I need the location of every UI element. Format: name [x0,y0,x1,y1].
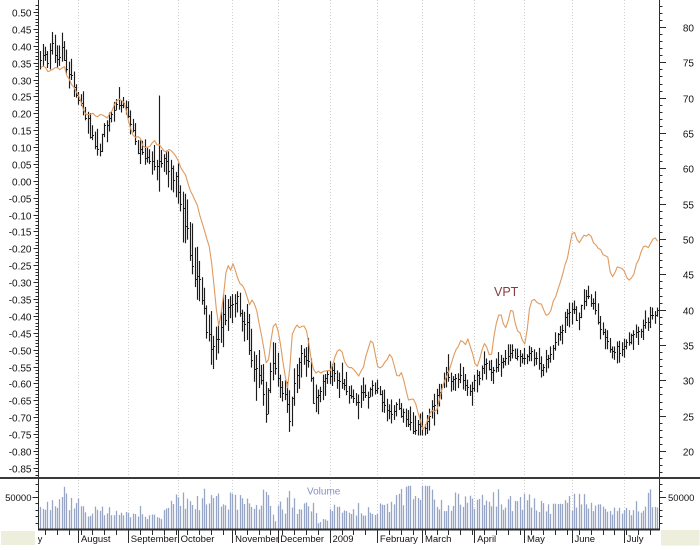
left-axis-label: -0.85 [9,465,32,476]
left-axis-label: -0.50 [9,347,32,358]
left-axis-label: 0.10 [12,144,32,155]
month-label: February [380,534,418,545]
left-axis-label: 0.35 [12,60,32,71]
right-axis-label: 70 [683,95,695,106]
month-label: December [280,534,324,545]
month-label: April [477,534,496,545]
right-axis-label: 80 [683,24,695,35]
right-axis-label: 55 [683,201,695,212]
month-label: November [235,534,279,545]
left-axis-label: -0.70 [9,414,32,425]
pane-separator [0,477,700,479]
right-axis-label: 20 [683,448,695,459]
right-axis-label: 45 [683,271,695,282]
right-axis-label: 75 [683,59,695,70]
price-bars-layer [39,31,659,436]
left-axis-label: -0.60 [9,380,32,391]
left-axis-label: -0.55 [9,364,32,375]
right-axis-label: 40 [683,307,695,318]
left-axis-label: 0.45 [12,26,32,37]
month-label: 2009 [332,534,353,545]
left-axis-label: 0.25 [12,93,32,104]
left-axis-label: -0.30 [9,279,32,290]
volume-series-label: Volume [307,487,341,498]
right-axis-label: 25 [683,413,695,424]
right-axis-label: 60 [683,165,695,176]
vpt-series-label: VPT [494,285,519,299]
volume-bars-layer [39,485,659,530]
left-axis-label: -0.10 [9,212,32,223]
left-axis-label: 0.05 [12,161,32,172]
bottom-left-corner-box [1,531,35,545]
left-axis-label: 0.50 [12,9,32,20]
month-label: October [181,534,215,545]
right-axis-label: 65 [683,130,695,141]
bottom-right-corner-box [661,530,700,546]
left-axis-label: 0.15 [12,127,32,138]
left-axis-label: 0.20 [12,110,32,121]
left-axis-label: 0.30 [12,77,32,88]
left-axis-label: -0.25 [9,262,32,273]
right-axis-label: 35 [683,342,695,353]
left-axis-label: -0.80 [9,448,32,459]
corner-boxes-layer [0,530,700,548]
left-axis-label: -0.15 [9,228,32,239]
left-axis-label: -0.40 [9,313,32,324]
month-label: June [574,534,595,545]
month-label: March [425,534,451,545]
left-axis-label: -0.65 [9,397,32,408]
left-axis-label: 0.00 [12,178,32,189]
right-axis-label: 30 [683,377,695,388]
vpt-line-layer [40,65,659,430]
month-label: September [131,534,177,545]
vpt-line [40,65,659,430]
month-label: May [527,534,545,545]
right-axis-label: 50 [683,236,695,247]
axis-labels-layer: 0.50 0.45 0.40 0.35 0.30 0.25 0.20 0.15 0.10 0.05… [9,9,695,546]
left-axis-label: 0.40 [12,43,32,54]
left-axis-label: -0.35 [9,296,32,307]
month-label: August [81,534,111,545]
gridlines-layer [78,0,625,530]
volume-right-axis-value: 50000 [668,493,694,504]
month-label: July [627,534,644,545]
left-axis-label: -0.75 [9,431,32,442]
volume-left-axis-value: 50000 [5,493,31,504]
left-axis-label: -0.45 [9,330,32,341]
left-axis-label: -0.05 [9,195,32,206]
left-axis-label: -0.20 [9,245,32,256]
